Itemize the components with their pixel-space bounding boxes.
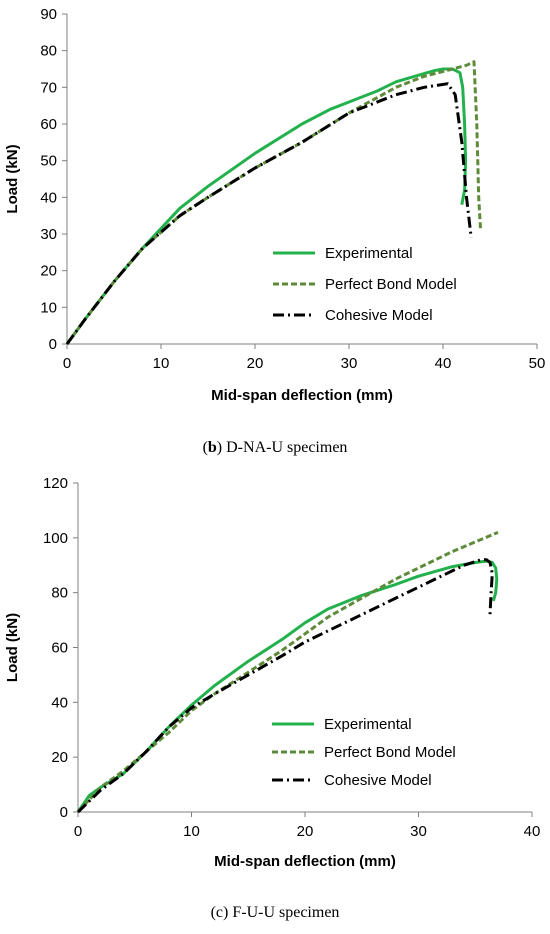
y-tick-label: 80 xyxy=(40,43,57,60)
x-tick-label: 50 xyxy=(529,355,546,372)
y-tick-label: 80 xyxy=(51,585,68,602)
legend-label: Cohesive Model xyxy=(324,772,432,789)
series-line-experimental xyxy=(76,559,499,813)
y-tick-label: 0 xyxy=(49,336,57,353)
figure-caption: (b) D-NA-U specimen xyxy=(203,439,348,456)
y-tick-label: 10 xyxy=(40,299,57,316)
x-tick-label: 10 xyxy=(153,355,170,372)
legend-label: Cohesive Model xyxy=(325,307,433,324)
chart-2: 0 20 40 60 80 100 120 0 10 20 30 40 Mid-span deflect… xyxy=(4,475,540,921)
y-tick-label: 40 xyxy=(51,694,68,711)
y-tick-label: 120 xyxy=(43,475,68,492)
x-tick-label: 20 xyxy=(297,823,314,840)
series-line-perfect-bond-model xyxy=(76,531,499,814)
series-line-experimental xyxy=(65,67,468,345)
x-tick-label: 20 xyxy=(247,355,264,372)
y-tick-label: 90 xyxy=(40,6,57,23)
x-tick-label: 30 xyxy=(341,355,358,372)
series-line-cohesive-model xyxy=(76,558,494,814)
y-tick-label: 60 xyxy=(51,640,68,657)
y-tick-label: 50 xyxy=(40,153,57,170)
x-tick-label: 40 xyxy=(435,355,452,372)
y-tick-label: 20 xyxy=(40,263,57,280)
y-tick-label: 70 xyxy=(40,79,57,96)
x-tick-label: 40 xyxy=(524,823,541,840)
y-tick-label: 0 xyxy=(60,804,68,821)
y-axis-label: Load (kN) xyxy=(4,613,21,682)
x-axis-label: Mid-span deflection (mm) xyxy=(211,387,393,404)
x-tick-label: 30 xyxy=(410,823,427,840)
x-tick-label: 0 xyxy=(63,355,71,372)
caption-paren: ( xyxy=(203,439,208,456)
x-tick-label: 0 xyxy=(74,823,82,840)
y-tick-label: 60 xyxy=(40,116,57,133)
x-axis-label: Mid-span deflection (mm) xyxy=(214,853,396,870)
y-tick-label: 100 xyxy=(43,530,68,547)
x-tick-label: 10 xyxy=(183,823,200,840)
series-line-cohesive-model xyxy=(65,82,473,345)
y-tick-label: 30 xyxy=(40,226,57,243)
caption-text: D-NA-U specimen xyxy=(222,439,347,456)
caption-paren: ) xyxy=(217,439,222,456)
y-axis-label: Load (kN) xyxy=(4,144,21,213)
chart-1: 0 10 20 30 40 50 60 70 80 90 0 10 20 30 40 50 Mid-span d… xyxy=(4,6,545,456)
legend-label: Experimental xyxy=(324,716,412,733)
figure-caption: (c) F-U-U specimen xyxy=(211,904,340,921)
caption-letter: b xyxy=(208,439,217,456)
series-line-perfect-bond-model xyxy=(65,60,483,345)
y-tick-label: 40 xyxy=(40,189,57,206)
y-tick-label: 20 xyxy=(51,749,68,766)
legend-label: Perfect Bond Model xyxy=(324,744,456,761)
legend-label: Perfect Bond Model xyxy=(325,276,457,293)
legend-label: Experimental xyxy=(325,245,413,262)
